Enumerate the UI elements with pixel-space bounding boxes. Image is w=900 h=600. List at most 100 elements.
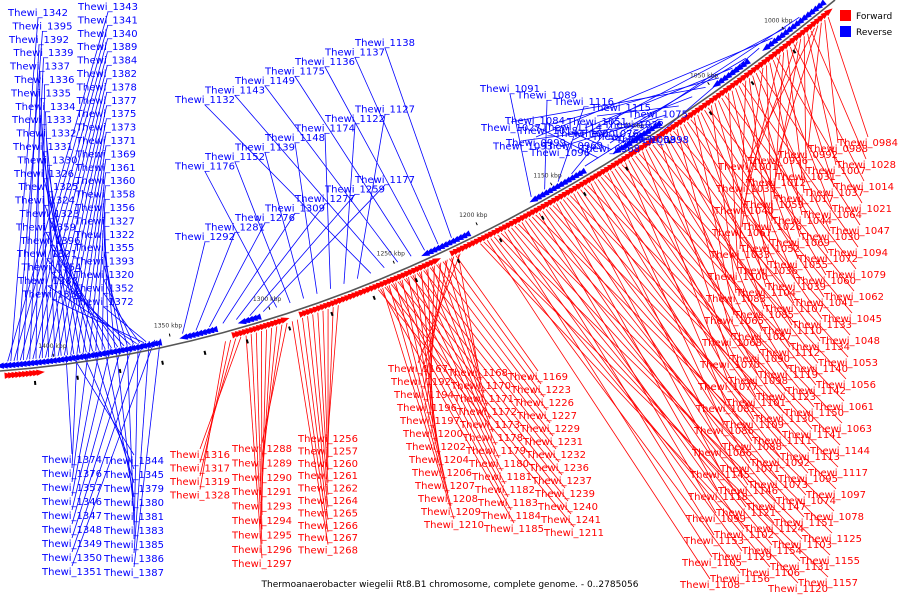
leader-line (686, 121, 823, 320)
gene-label: Thewi_1108 (679, 580, 740, 591)
feature-arrow (784, 26, 794, 34)
leader-line (199, 339, 232, 477)
gene-label: Thewi_1240 (537, 502, 598, 513)
leader-line (45, 111, 56, 357)
feature-arrow (727, 69, 737, 77)
feature-arrow (642, 127, 652, 135)
gene-label: Thewi_1355 (73, 243, 134, 254)
gene-label: Thewi_1052 (739, 244, 800, 255)
leader-line (45, 232, 112, 349)
leader-line (724, 95, 857, 270)
leader-line (417, 253, 461, 364)
leader-line (628, 160, 757, 398)
gene-label: Thewi_1171 (453, 394, 514, 405)
leader-line (690, 119, 853, 314)
leader-line (731, 90, 769, 266)
gene-label: Thewi_1021 (831, 204, 892, 215)
feature-arrow (29, 359, 39, 366)
feature-arrow (241, 316, 251, 324)
leader-line (327, 305, 339, 434)
gene-label: Thewi_1167 (387, 364, 448, 375)
leader-line (569, 195, 839, 468)
leader-line (322, 310, 329, 471)
leader-line (793, 44, 865, 182)
gene-label: Thewi_1323 (19, 209, 80, 220)
feature-arrow (627, 137, 637, 145)
gene-label: Thewi_0969 (542, 141, 603, 152)
gene-label: Thewi_1156 (709, 574, 770, 585)
gene-label: Thewi_1125 (801, 534, 862, 545)
gene-label: Thewi_1351 (41, 567, 102, 578)
gene-label: Thewi_1107 (763, 304, 824, 315)
feature-arrow (646, 125, 656, 133)
gene-label: Thewi_1192 (390, 377, 451, 388)
gene-label: Thewi_1322 (74, 230, 135, 241)
gene-label: Thewi_1385 (103, 540, 164, 551)
leader-line (735, 88, 799, 260)
feature-arrow (194, 329, 204, 336)
leader-line (35, 71, 41, 359)
gene-label: Thewi_1017 (773, 194, 834, 205)
gene-label: Thewi_1114 (541, 122, 602, 133)
scale-tick (288, 326, 292, 331)
gene-label: Thewi_1069 (769, 238, 830, 249)
gene-label: Thewi_1058 (615, 135, 676, 146)
leader-line (245, 335, 263, 559)
leader-line (133, 338, 161, 568)
leader-line (451, 257, 482, 381)
gene-label: Thewi_1371 (75, 136, 136, 147)
feature-arrow (635, 132, 644, 140)
leader-line (71, 351, 89, 483)
scale-tick (666, 139, 671, 144)
leader-line (71, 348, 111, 511)
leader-line (583, 187, 811, 452)
gene-label: Thewi_1132 (174, 95, 235, 106)
feature-arrow (70, 354, 80, 361)
leader-line (755, 72, 831, 232)
gene-label: Thewi_1123 (755, 392, 816, 403)
leader-line (669, 133, 821, 342)
gene-label: Thewi_1098 (727, 376, 788, 387)
gene-label: Thewi_1055 (767, 260, 828, 271)
feature-arrow (245, 315, 255, 322)
gene-label: Thewi_1200 (402, 429, 463, 440)
leader-line (49, 218, 106, 350)
feature-arrow (55, 356, 65, 363)
gene-label: Thewi_1378 (76, 82, 137, 93)
leader-line (614, 168, 785, 414)
gene-label: Thewi_1095 (777, 474, 838, 485)
gene-label: Thewi_1197 (399, 416, 460, 427)
gene-label: Thewi_1084 (504, 116, 565, 127)
leader-line (47, 285, 137, 344)
leader-line (26, 52, 108, 360)
gene-label: Thewi_1259 (324, 185, 385, 196)
gene-label: Thewi_1210 (423, 520, 484, 531)
gene-label: Thewi_1204 (408, 455, 469, 466)
gene-label: Thewi_1321 (16, 249, 77, 260)
leader-line (416, 273, 557, 450)
gene-label: Thewi_1092 (749, 458, 810, 469)
feature-arrow (616, 144, 626, 152)
leader-line (234, 95, 385, 269)
feature-arrow (36, 369, 45, 376)
leader-line (82, 352, 135, 470)
gene-label: Thewi_1170 (450, 381, 511, 392)
gene-label: Thewi_1330 (17, 155, 78, 166)
leader-line (429, 267, 551, 424)
feature-arrow (63, 355, 72, 362)
leader-line (490, 238, 741, 574)
gene-label: Thewi_1281 (204, 223, 265, 234)
gene-label: Thewi_1148 (264, 133, 325, 144)
scale-tick (792, 49, 797, 54)
leader-line (659, 140, 731, 360)
gene-label: Thewi_1340 (77, 29, 138, 40)
feature-arrow (10, 361, 20, 368)
gene-label: Thewi_1348 (41, 525, 102, 536)
gene-label: Thewi_1381 (103, 512, 164, 523)
leader-line (700, 112, 795, 304)
gene-label: Thewi_1102 (713, 530, 774, 541)
leader-line (101, 212, 106, 350)
scale-tick-mark (475, 222, 478, 226)
gene-label: Thewi_1361 (75, 163, 136, 174)
